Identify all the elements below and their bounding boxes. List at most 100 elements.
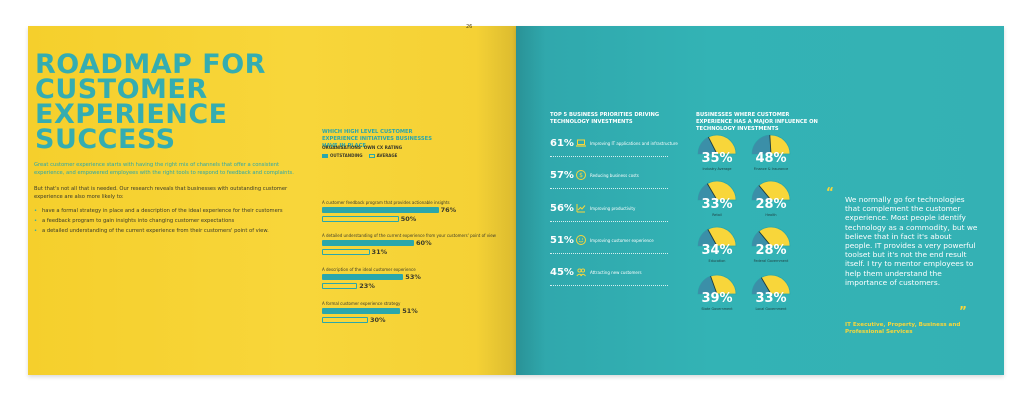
gauge-needle [760,277,772,295]
priority-percent: 56% [550,202,574,214]
list-item: have a formal strategy in place and a de… [34,206,314,216]
priority-label: Improving customer experience [590,237,654,243]
priority-percent: 61% [550,137,574,149]
gauge-dial [697,134,737,155]
bar-group: A description of the ideal customer expe… [322,267,472,292]
legend-item-average: AVERAGE [368,153,397,158]
divider [550,253,668,254]
gauge-dial [751,226,791,247]
priority-percent: 57% [550,169,574,181]
gauge: 34% Education [694,224,740,264]
legend-label: OUTSTANDING [330,153,363,158]
bar-row: 23% [322,282,472,290]
spine-shadow-right [516,26,546,375]
gauge-percent: 48% [755,151,787,166]
bar-value-label: 50% [400,215,417,223]
gauge-fill [752,185,771,200]
money-icon: $ [574,168,588,182]
list-item: a feedback program to gain insights into… [34,216,314,226]
bar-value-label: 31% [371,248,388,256]
gauge: 33% Retail [694,178,740,218]
chart-title: WHICH HIGH LEVEL CUSTOMER EXPERIENCE INI… [322,129,432,149]
people-icon [574,265,588,279]
bar-value-label: 76% [440,206,457,214]
bar-row: 53% [322,273,472,281]
bar-row: 76% [322,206,472,214]
intro-paragraph: Great customer experience starts with ha… [34,162,294,176]
gauge-needle [706,183,718,201]
gauge-dial [751,180,791,201]
divider [550,188,668,189]
gauge-percent: 34% [701,243,733,258]
gauge-label: Finance & Insurance [753,167,789,171]
bar-average [322,249,370,255]
gauge-percent: 35% [701,151,733,166]
bar-outstanding [322,240,415,246]
bar-category-label: A description of the ideal customer expe… [322,267,416,272]
left-page [28,26,516,375]
gauge-needle [758,231,772,247]
chart-icon [574,201,588,215]
gauge-fill [752,277,771,294]
spine-shadow [476,26,516,375]
bar-row: 51% [322,307,472,315]
gauge-fill [752,231,771,246]
gauge-fill [698,229,717,246]
gauge-dial [697,226,737,247]
bar-row: 50% [322,215,472,223]
gauge-label: Local Government [755,307,787,311]
bar-row: 31% [322,248,472,256]
priority-percent: 51% [550,234,574,246]
gauge-fill [752,135,771,154]
gauge-needle [769,135,772,155]
bar-group: A detailed understanding of the current … [322,233,496,258]
quote-close-mark: ” [959,304,967,318]
bar-category-label: A formal customer experience strategy [322,301,401,306]
priority-item: 57% $ Reducing business costs [550,168,700,182]
laptop-icon [574,136,588,150]
right-page [516,26,1004,375]
gauge-percent: 33% [755,291,787,306]
body-paragraph: But that's not all that is needed. Our r… [34,186,288,200]
bar-category-label: A customer feedback program that provide… [322,200,450,205]
quote-open-mark: “ [826,185,834,199]
pull-quote: We normally go for technologies that com… [845,195,978,287]
bar-outstanding [322,308,401,314]
bar-value-label: 60% [416,239,432,247]
priority-item: 56% Improving productivity [550,201,700,215]
quote-attribution: IT Executive, Property, Business and Pro… [845,322,961,336]
gauge-label: State Government [701,307,733,311]
bar-value-label: 53% [405,273,421,281]
gauge-percent: 28% [755,243,787,258]
bar-average [322,216,399,222]
bar-average [322,317,369,323]
gauge-needle [707,229,718,247]
gauge-fill [698,183,717,200]
divider [550,156,668,157]
gauge-fill [698,276,717,294]
gauge: 28% Health [748,178,794,218]
bar-group: A customer feedback program that provide… [322,200,472,225]
gauge-label: Retail [712,213,722,217]
priority-item: 45% Attracting new customers [550,265,700,279]
gauge-needle [710,275,718,295]
page-number: 26 [466,24,473,30]
gauge-dial [697,180,737,201]
bar-value-label: 51% [402,307,418,315]
chart-subtitle: ORGANISATIONS' OWN CX RATING [322,145,403,150]
gauge-label: Health [765,213,777,217]
priority-percent: 45% [550,266,574,278]
gauge-label: Education [708,259,726,263]
gauge-dial [697,274,737,295]
gauge: 39% State Government [694,272,740,312]
smiley-icon [574,233,588,247]
priority-label: Improving productivity [590,205,636,211]
bar-outstanding [322,274,404,280]
divider [550,285,668,286]
gauge-percent: 39% [701,291,733,306]
bar-average [322,283,358,289]
gauge: 35% Industry Average [694,132,740,172]
bar-value-label: 23% [359,282,375,290]
title-line: SUCCESS [35,124,176,155]
